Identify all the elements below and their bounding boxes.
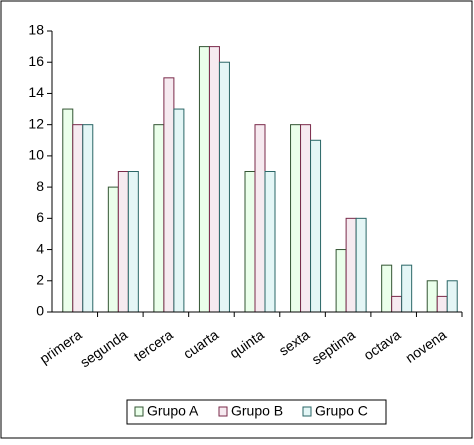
y-tick-label: 0 [36,303,44,319]
bar [82,124,94,313]
bar [436,295,448,313]
bar [345,217,357,313]
bar [107,186,119,313]
y-tick-label: 2 [36,271,44,287]
legend-label: Grupo B [231,403,283,419]
y-tick-label: 6 [36,209,44,225]
bar [163,77,175,313]
bar [310,139,322,313]
bar [173,108,185,313]
y-tick-label: 12 [28,115,44,131]
bar [335,249,347,313]
bar [244,171,256,313]
legend-label: Grupo A [147,403,199,419]
legend-label: Grupo C [315,403,368,419]
bar [208,46,220,313]
legend-swatch [134,406,144,417]
y-tick-label: 14 [28,84,44,100]
legend-swatch [302,406,312,417]
bar [446,280,458,313]
bar [355,217,367,313]
bar [426,280,438,313]
bar [391,295,403,313]
bar [290,124,302,313]
bar [381,264,393,313]
bar [198,46,210,313]
bar [153,124,165,313]
y-tick-label: 8 [36,178,44,194]
y-tick-label: 4 [36,240,44,256]
bar [62,108,74,313]
y-tick-label: 18 [28,22,44,38]
bar [300,124,312,313]
bar [264,171,276,313]
y-tick-label: 10 [28,147,44,163]
legend-swatch [218,406,228,417]
legend-box [126,399,387,425]
bar [72,124,84,313]
bar [127,171,139,313]
bar [117,171,129,313]
y-tick-label: 16 [28,53,44,69]
bar [401,264,413,313]
bar [218,61,230,313]
bar [254,124,266,313]
